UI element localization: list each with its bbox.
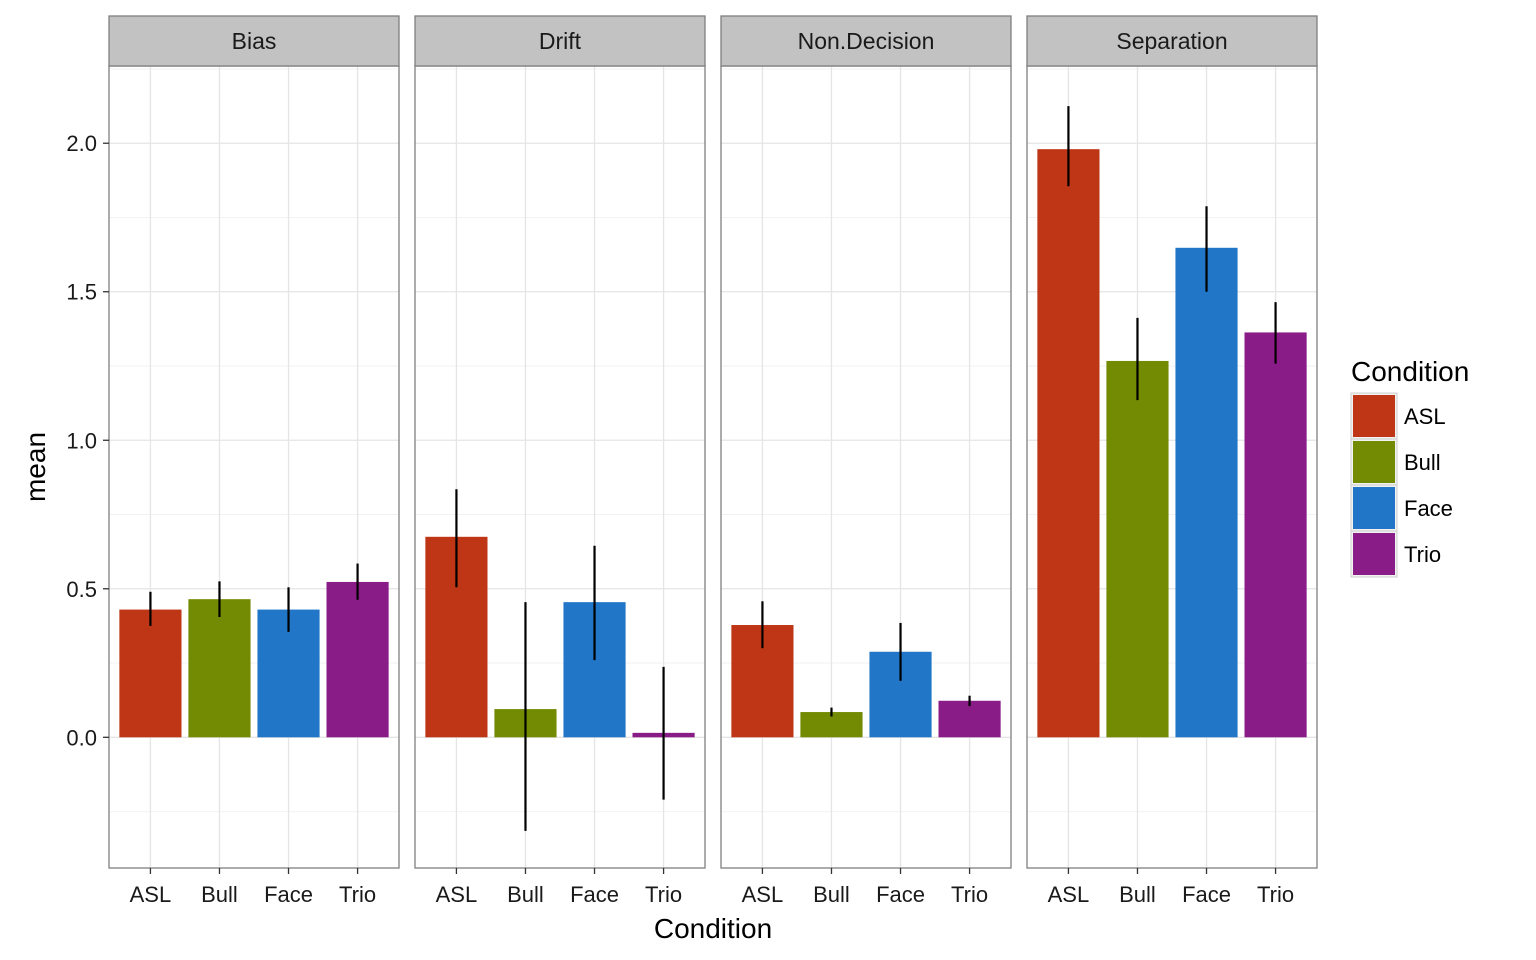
x-tick-label: Bull xyxy=(813,882,850,907)
y-tick-label: 0.0 xyxy=(66,725,97,750)
x-tick-label: Trio xyxy=(645,882,682,907)
x-tick-label: Face xyxy=(876,882,925,907)
panel-background xyxy=(415,66,705,868)
panel-background xyxy=(109,66,399,868)
legend-key-trio xyxy=(1353,533,1395,575)
facet-strip-label: Bias xyxy=(232,28,277,54)
x-axis-title: Condition xyxy=(654,913,772,944)
bar-asl xyxy=(1037,149,1100,738)
x-tick-label: ASL xyxy=(742,882,784,907)
x-tick-label: Trio xyxy=(1257,882,1294,907)
legend: Condition ASL Bull Face Trio xyxy=(1350,356,1469,578)
x-tick-label: Face xyxy=(570,882,619,907)
x-tick-label: ASL xyxy=(436,882,478,907)
facet-panel-drift: Drift ASL Bull Face Trio xyxy=(414,15,706,907)
y-tick-label: 0.5 xyxy=(66,577,97,602)
bar-face xyxy=(1175,247,1238,738)
bar-asl xyxy=(119,609,182,738)
bar-trio xyxy=(938,700,1001,738)
facet-panel-non-decision: Non.Decision ASL Bull Face Trio xyxy=(720,15,1012,907)
legend-label-bull: Bull xyxy=(1404,450,1441,475)
y-tick-label: 1.5 xyxy=(66,280,97,305)
x-tick-label: Trio xyxy=(951,882,988,907)
y-tick-label: 2.0 xyxy=(66,131,97,156)
panel-background xyxy=(721,66,1011,868)
y-tick-label: 1.0 xyxy=(66,428,97,453)
facet-panel-bias: Bias ASL Bull Face Trio xyxy=(108,15,400,907)
legend-key-bull xyxy=(1353,441,1395,483)
bar-trio xyxy=(1244,332,1307,738)
bar-bull xyxy=(1106,360,1169,738)
bar-bull xyxy=(188,599,251,738)
facet-strip xyxy=(720,15,1012,67)
x-tick-label: Bull xyxy=(1119,882,1156,907)
bar-trio xyxy=(326,581,389,738)
x-tick-label: ASL xyxy=(1048,882,1090,907)
facet-strip xyxy=(1026,15,1318,67)
facet-strip-label: Separation xyxy=(1116,28,1227,54)
x-tick-label: Face xyxy=(1182,882,1231,907)
legend-key-face xyxy=(1353,487,1395,529)
legend-label-trio: Trio xyxy=(1404,542,1441,567)
facet-strip-label: Drift xyxy=(539,28,582,54)
legend-key-asl xyxy=(1353,395,1395,437)
y-axis-title: mean xyxy=(20,432,51,502)
facet-panel-separation: Separation ASL Bull Face Trio xyxy=(1026,15,1318,907)
facet-strip-label: Non.Decision xyxy=(798,28,935,54)
legend-label-asl: ASL xyxy=(1404,404,1446,429)
x-tick-label: Bull xyxy=(507,882,544,907)
x-tick-label: ASL xyxy=(130,882,172,907)
x-tick-label: Bull xyxy=(201,882,238,907)
legend-label-face: Face xyxy=(1404,496,1453,521)
facet-strip xyxy=(108,15,400,67)
x-tick-label: Face xyxy=(264,882,313,907)
facet-strip xyxy=(414,15,706,67)
x-tick-label: Trio xyxy=(339,882,376,907)
legend-title: Condition xyxy=(1351,356,1469,387)
